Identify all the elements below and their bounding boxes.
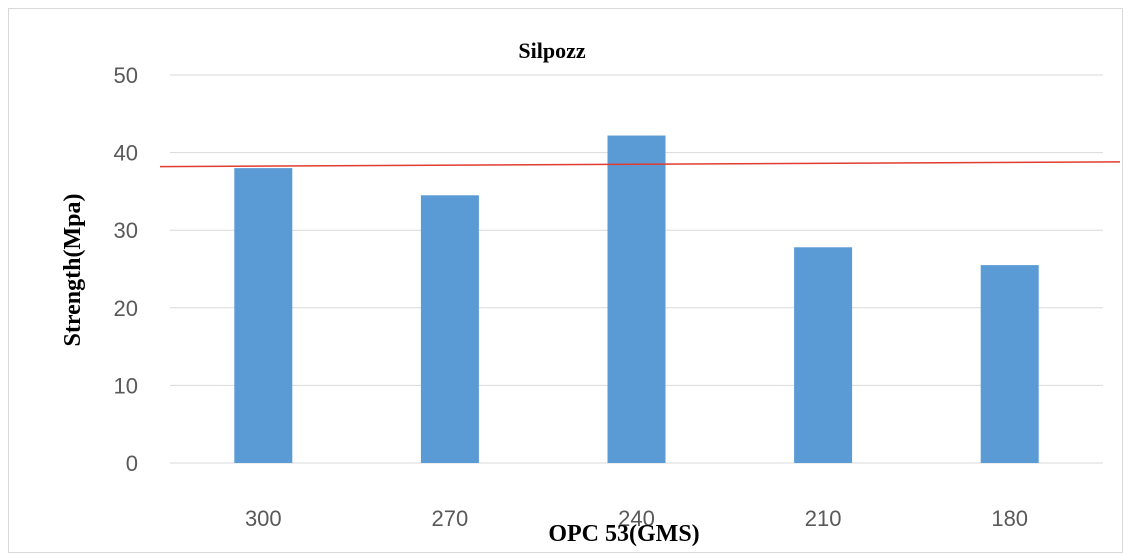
bar-210 (794, 247, 853, 463)
y-tick-label: 10 (114, 373, 138, 398)
x-axis-ticks: 300 270 240 210 180 (245, 506, 1028, 531)
y-tick-label: 30 (114, 218, 138, 243)
y-axis-title: Strength(Mpa) (60, 194, 86, 347)
x-axis-title: OPC 53(GMS) (548, 521, 699, 547)
bar-270 (420, 195, 479, 463)
reference-line-group (159, 161, 1121, 168)
bars (234, 135, 1039, 463)
bar-180 (980, 265, 1039, 463)
reference-line (159, 161, 1121, 168)
y-tick-label: 50 (114, 63, 138, 88)
x-tick-label: 300 (245, 506, 282, 531)
bar-240 (607, 135, 666, 463)
x-tick-label: 210 (805, 506, 842, 531)
y-tick-label: 20 (114, 296, 138, 321)
y-axis-ticks: 0 10 20 30 40 50 (114, 63, 138, 476)
y-tick-label: 40 (114, 141, 138, 166)
bar-300 (234, 168, 293, 463)
chart-frame (8, 8, 1123, 553)
x-tick-label: 180 (991, 506, 1028, 531)
x-tick-label: 270 (432, 506, 469, 531)
x-tick-label: 240 (618, 506, 655, 531)
y-tick-label: 0 (126, 451, 138, 476)
chart-title: Silpozz (518, 38, 585, 63)
